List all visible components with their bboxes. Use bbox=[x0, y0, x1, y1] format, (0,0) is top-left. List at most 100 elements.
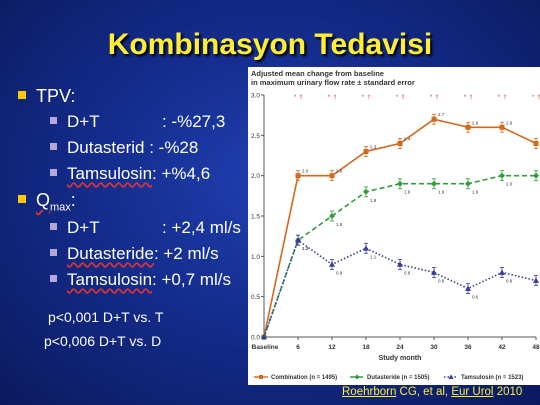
x-tick-label: Baseline bbox=[252, 344, 279, 351]
series-line bbox=[263, 174, 536, 338]
legend-marker bbox=[354, 374, 360, 380]
x-tick-label: 6 bbox=[296, 344, 300, 351]
legend-marker bbox=[259, 375, 263, 379]
data-point bbox=[397, 180, 403, 187]
x-tick-label: 42 bbox=[498, 344, 506, 351]
pvalue-line: p<0,001 D+T vs. T bbox=[48, 309, 164, 325]
x-tick-label: 36 bbox=[464, 344, 472, 351]
tpv-item: Dutasterid : -%28 bbox=[50, 138, 198, 158]
significance-marker: † bbox=[333, 95, 336, 101]
pvalue-line: p<0,006 D+T vs. D bbox=[44, 333, 162, 349]
y-tick-label: 1.5 bbox=[251, 214, 260, 221]
series-line bbox=[263, 118, 537, 338]
chart-title: in maximum urinary flow rate ± standard … bbox=[251, 78, 415, 87]
significance-marker: * bbox=[294, 95, 297, 101]
data-label: 1.9 bbox=[438, 190, 445, 195]
significance-marker: † bbox=[435, 95, 438, 101]
data-point bbox=[533, 140, 539, 146]
x-tick-label: 24 bbox=[396, 344, 404, 351]
data-label: 2.4 bbox=[404, 136, 411, 141]
significance-marker: † bbox=[537, 95, 540, 101]
data-point bbox=[431, 116, 437, 122]
data-point bbox=[295, 173, 301, 179]
tpv-item: D+T: -%27,3 bbox=[50, 112, 225, 132]
x-tick-label: 12 bbox=[328, 344, 336, 351]
data-point bbox=[431, 269, 437, 275]
y-tick-label: 2.5 bbox=[251, 133, 260, 140]
data-label: 2.0 bbox=[506, 182, 513, 187]
sub-bullet-square-icon bbox=[50, 275, 57, 283]
slide-title: Kombinasyon Tedavisi bbox=[107, 28, 433, 61]
data-label: 1.2 bbox=[302, 246, 309, 251]
x-tick-label: 48 bbox=[532, 344, 540, 351]
sub-bullet-square-icon bbox=[50, 143, 57, 151]
sub-bullet-square-icon bbox=[50, 249, 57, 257]
data-label: 2.7 bbox=[438, 112, 445, 117]
qmax-item: Tamsulosin: +0,7 ml/s bbox=[50, 270, 231, 290]
data-point bbox=[533, 277, 539, 283]
bullet-square-icon bbox=[18, 195, 26, 204]
sub-bullet-square-icon bbox=[50, 117, 57, 125]
data-point bbox=[533, 172, 539, 179]
legend-entry: Combination (n = 1495) bbox=[271, 375, 337, 381]
data-label: 1.8 bbox=[370, 198, 377, 203]
chart-panel: Adjusted mean change from baseline in max… bbox=[248, 67, 540, 385]
significance-marker: * bbox=[396, 95, 399, 101]
significance-marker: * bbox=[498, 95, 501, 101]
tpv-label: TPV: bbox=[36, 86, 76, 106]
data-label: 1.9 bbox=[472, 190, 479, 195]
bullet-qmax: Qmax: bbox=[18, 190, 76, 214]
bullet-square-icon bbox=[18, 91, 26, 100]
data-label: 0.9 bbox=[336, 270, 343, 275]
qmax-item: D+T: +2,4 ml/s bbox=[50, 218, 241, 238]
data-label: 1.9 bbox=[404, 190, 411, 195]
significance-marker: * bbox=[362, 95, 365, 101]
data-label: 1.1 bbox=[370, 254, 377, 259]
data-point bbox=[465, 285, 471, 291]
data-label: 2.0 bbox=[302, 169, 309, 174]
data-point bbox=[397, 140, 403, 146]
data-point bbox=[329, 213, 335, 219]
data-point bbox=[329, 173, 335, 179]
data-label: 0.8 bbox=[506, 278, 513, 283]
significance-marker: † bbox=[299, 95, 302, 101]
y-tick-label: 2.0 bbox=[251, 173, 260, 180]
legend-marker bbox=[448, 374, 454, 379]
bullet-tpv: TPV: bbox=[18, 86, 75, 107]
data-point bbox=[363, 245, 369, 251]
data-label: 1.2 bbox=[302, 246, 309, 251]
data-point bbox=[363, 188, 369, 195]
series-line bbox=[263, 238, 537, 338]
significance-marker: * bbox=[464, 95, 467, 101]
data-point bbox=[397, 261, 403, 267]
data-point bbox=[465, 180, 471, 187]
significance-marker: * bbox=[430, 95, 433, 101]
data-point bbox=[499, 269, 505, 275]
significance-marker: * bbox=[328, 95, 331, 101]
citation: Roehrborn CG, et al, Eur Urol 2010 bbox=[342, 386, 523, 398]
legend-entry: Dutasteride (n = 1505) bbox=[367, 375, 430, 381]
data-label: 0.9 bbox=[404, 270, 411, 275]
data-label: 0.6 bbox=[472, 295, 479, 300]
significance-marker: * bbox=[532, 95, 535, 101]
y-tick-label: 0.5 bbox=[251, 294, 260, 301]
data-point bbox=[261, 333, 267, 340]
data-point bbox=[499, 124, 505, 130]
x-axis-label: Study month bbox=[379, 355, 422, 362]
y-tick-label: 0.0 bbox=[251, 335, 260, 342]
chart-title: Adjusted mean change from baseline bbox=[251, 69, 384, 78]
data-label: 0.8 bbox=[438, 278, 445, 283]
data-point bbox=[295, 237, 301, 243]
significance-marker: † bbox=[503, 95, 506, 101]
significance-marker: † bbox=[367, 95, 370, 101]
legend-entry: Tamsulosin (n = 1523) bbox=[461, 375, 523, 381]
data-point bbox=[465, 124, 471, 130]
significance-marker: † bbox=[469, 95, 472, 101]
data-label: 2.6 bbox=[506, 120, 513, 125]
data-label: 2.0 bbox=[336, 169, 343, 174]
data-label: 2.3 bbox=[370, 144, 377, 149]
y-tick-label: 3.0 bbox=[251, 93, 260, 100]
data-point bbox=[499, 172, 505, 179]
y-tick-label: 1.0 bbox=[251, 254, 260, 261]
